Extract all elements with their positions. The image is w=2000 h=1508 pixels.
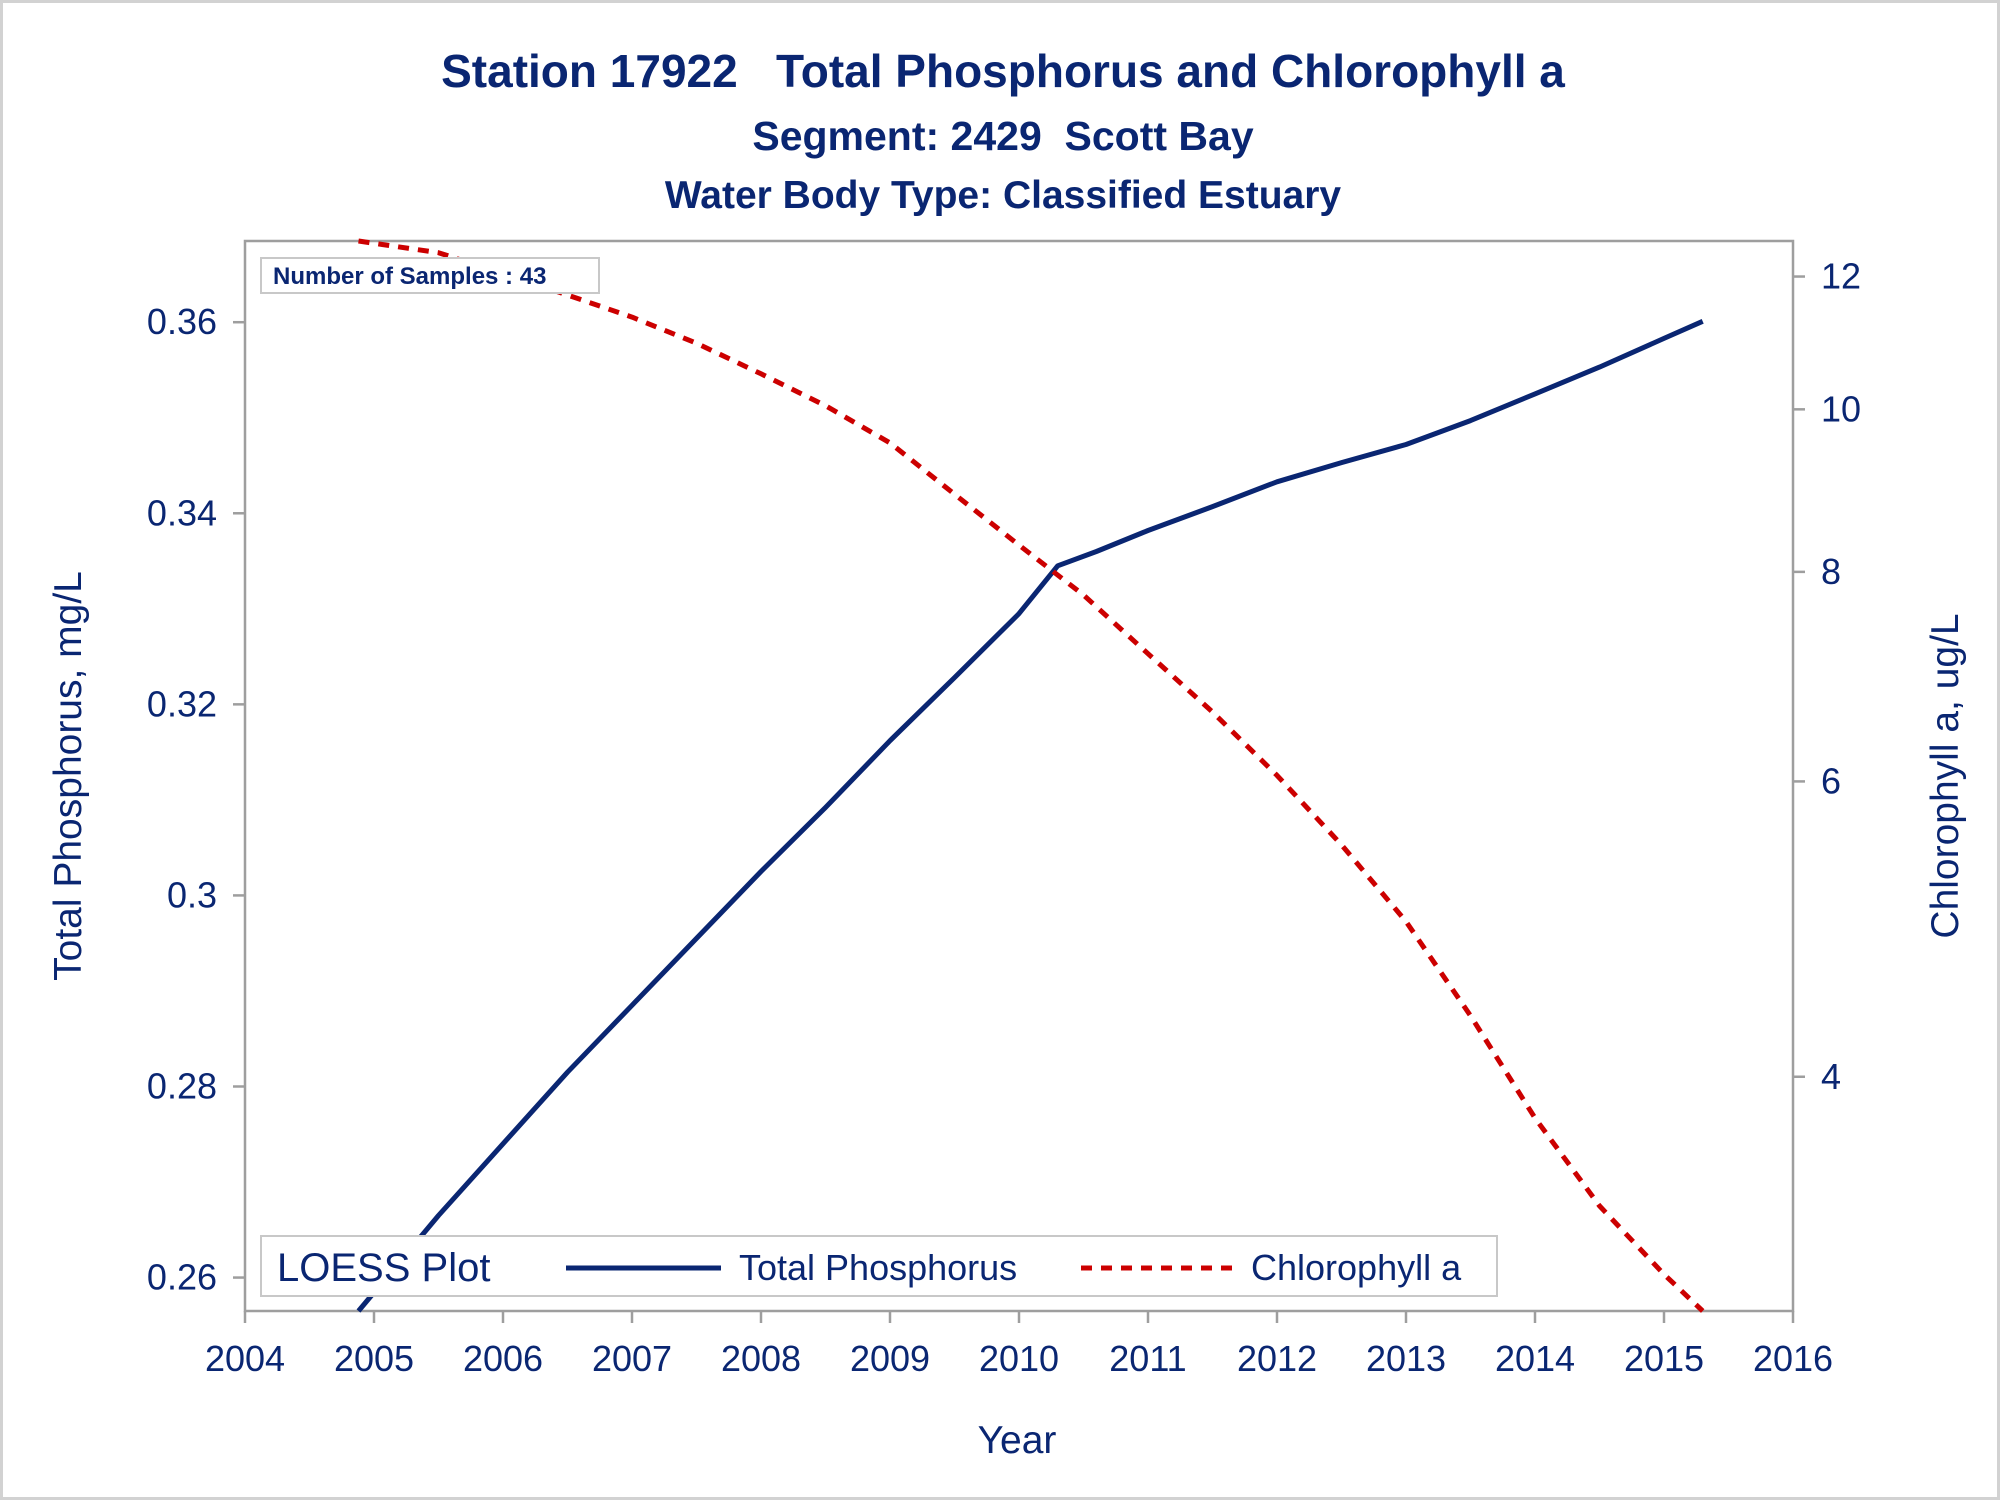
plot-area bbox=[243, 239, 1795, 1313]
sample-count-box bbox=[260, 257, 600, 294]
chart-subtitle-2: Water Body Type: Classified Estuary bbox=[665, 174, 1341, 217]
y-tick-label: 0.32 bbox=[147, 683, 217, 724]
chart-title: Station 17922 Total Phosphorus and Chlor… bbox=[441, 45, 1565, 97]
legend: LOESS Plot Total Phosphorus Chlorophyll … bbox=[260, 1235, 1498, 1297]
y-axis-left: 0.26 0.28 0.3 0.32 0.34 0.36 bbox=[147, 301, 245, 1298]
y2-tick-label: 10 bbox=[1821, 388, 1861, 429]
y-axis-label: Total Phosphorus, mg/L bbox=[47, 571, 90, 981]
sample-count-text: Number of Samples : 43 bbox=[273, 263, 546, 290]
y2-tick-label: 6 bbox=[1821, 760, 1841, 801]
series-line-chlorophyll-a bbox=[358, 238, 1705, 1313]
legend-box bbox=[260, 1235, 1498, 1297]
x-axis: 2004 2005 2006 2007 2008 2009 2010 2011 2012 2013… bbox=[205, 1311, 1833, 1379]
x-tick-label: 2015 bbox=[1624, 1338, 1704, 1379]
chart-subtitle: Segment: 2429 Scott Bay bbox=[752, 113, 1253, 159]
x-tick-label: 2007 bbox=[592, 1338, 672, 1379]
y-tick-label: 0.34 bbox=[147, 492, 217, 533]
y-tick-label: 0.36 bbox=[147, 301, 217, 342]
y-tick-label: 0.28 bbox=[147, 1065, 217, 1106]
y-axis-right: 4 6 8 10 12 bbox=[1793, 256, 1861, 1097]
y-tick-label: 0.26 bbox=[147, 1257, 217, 1298]
x-tick-label: 2016 bbox=[1753, 1338, 1833, 1379]
legend-label-total-phosphorus: Total Phosphorus bbox=[739, 1247, 1017, 1288]
y-tick-label: 0.3 bbox=[167, 874, 217, 915]
x-tick-label: 2012 bbox=[1237, 1338, 1317, 1379]
x-tick-label: 2011 bbox=[1109, 1338, 1186, 1379]
x-tick-label: 2008 bbox=[721, 1338, 801, 1379]
x-tick-label: 2010 bbox=[979, 1338, 1059, 1379]
x-tick-label: 2014 bbox=[1495, 1338, 1575, 1379]
chart-svg: Station 17922 Total Phosphorus and Chlor… bbox=[47, 45, 1967, 1462]
y2-tick-label: 12 bbox=[1821, 256, 1861, 297]
y2-tick-label: 4 bbox=[1821, 1056, 1841, 1097]
x-axis-label: Year bbox=[978, 1419, 1057, 1462]
y2-tick-label: 8 bbox=[1821, 551, 1841, 592]
y2-axis-label: Chlorophyll a, ug/L bbox=[1924, 613, 1967, 938]
legend-label-chlorophyll-a: Chlorophyll a bbox=[1251, 1247, 1462, 1288]
x-tick-label: 2004 bbox=[205, 1338, 285, 1379]
x-tick-label: 2013 bbox=[1366, 1338, 1446, 1379]
x-tick-label: 2005 bbox=[334, 1338, 414, 1379]
series-group bbox=[356, 238, 1705, 1313]
x-tick-label: 2006 bbox=[463, 1338, 543, 1379]
legend-title: LOESS Plot bbox=[277, 1246, 490, 1290]
x-tick-label: 2009 bbox=[850, 1338, 930, 1379]
series-line-total-phosphorus bbox=[356, 319, 1704, 1313]
